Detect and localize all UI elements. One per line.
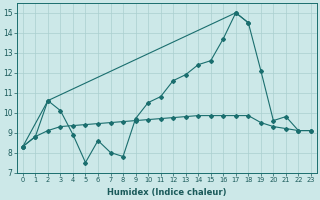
X-axis label: Humidex (Indice chaleur): Humidex (Indice chaleur) — [107, 188, 227, 197]
